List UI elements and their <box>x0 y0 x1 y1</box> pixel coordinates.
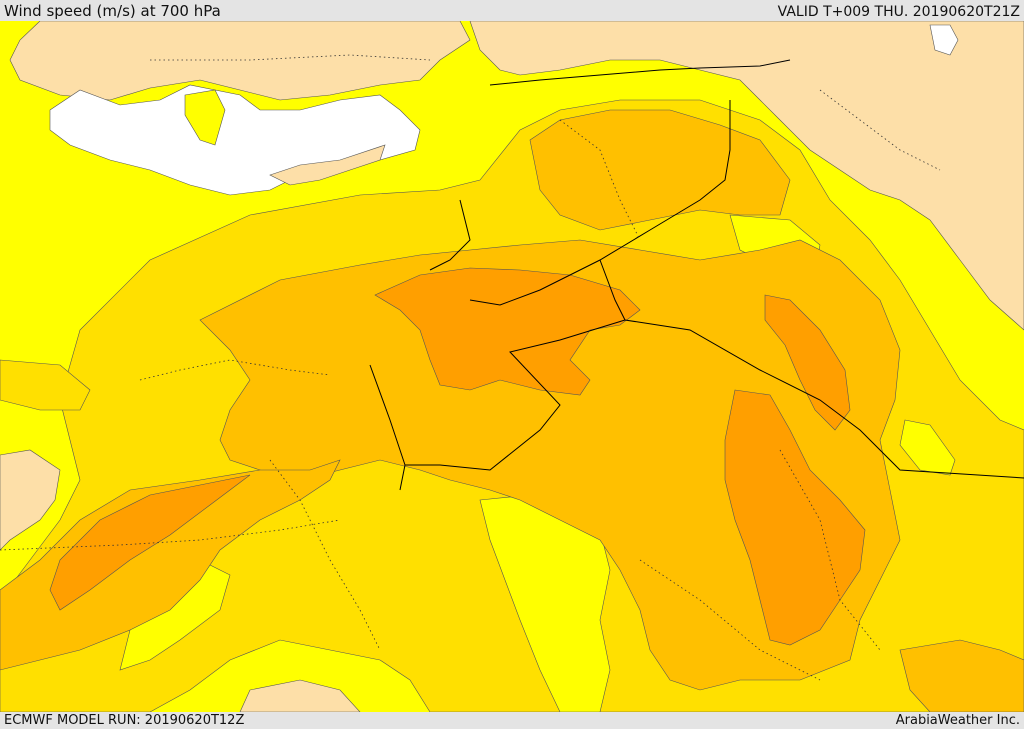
island-crete-yellow <box>184 89 226 146</box>
calm-area-north <box>9 21 471 101</box>
valid-time: VALID T+009 THU. 20190620T21Z <box>777 4 1020 20</box>
sea-caspian <box>929 24 959 56</box>
map-title: Wind speed (m/s) at 700 hPa <box>4 2 221 20</box>
band-amber-south <box>899 639 1024 712</box>
borders <box>369 59 1024 491</box>
island-cyprus <box>269 144 386 186</box>
calm-area-west <box>0 449 61 551</box>
band-gold-west <box>0 359 91 411</box>
calm-area-northeast <box>469 21 1024 331</box>
band-orange-east <box>764 294 851 431</box>
wind-speed-map <box>0 21 1024 712</box>
model-run-label: ECMWF MODEL RUN: 20190620T12Z <box>4 713 245 728</box>
band-orange-saudi <box>724 389 866 646</box>
hole-yellow-2 <box>899 419 956 476</box>
band-orange-levant <box>374 267 641 396</box>
credit-label: ArabiaWeather Inc. <box>895 713 1020 728</box>
band-amber-north <box>529 109 791 231</box>
calm-area-southwest <box>239 679 361 712</box>
band-orange-west <box>49 474 251 611</box>
internal-borders <box>0 54 941 681</box>
footer-bar: ECMWF MODEL RUN: 20190620T12Z ArabiaWeat… <box>0 712 1024 729</box>
header-bar: Wind speed (m/s) at 700 hPa VALID T+009 … <box>0 0 1024 21</box>
